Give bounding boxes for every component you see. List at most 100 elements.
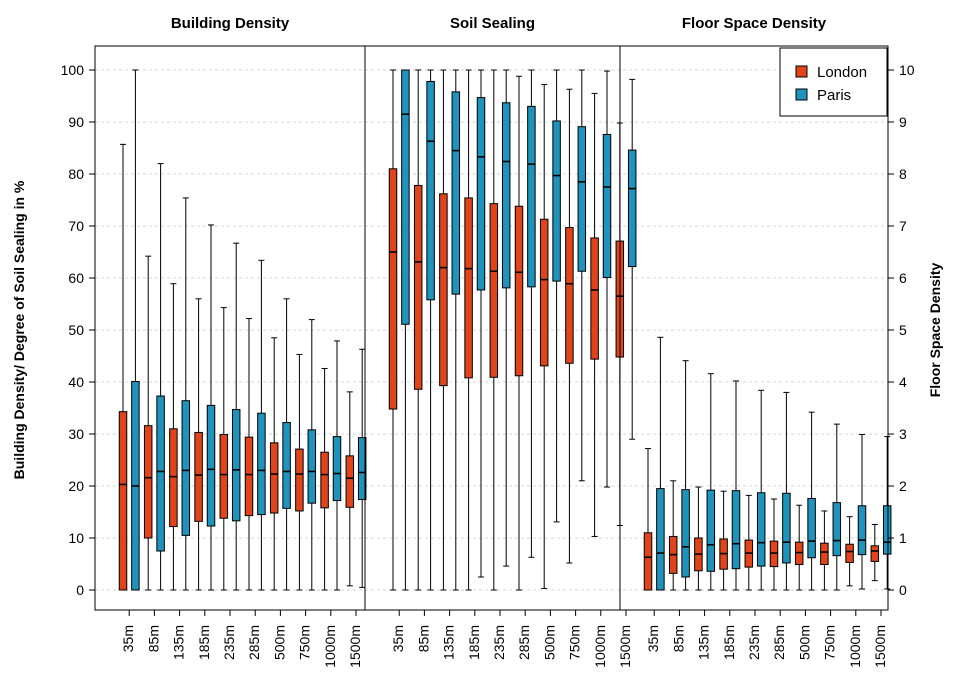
y-tick-label: 90 — [68, 114, 84, 130]
box-london — [439, 69, 448, 591]
y2-tick-label: 0 — [899, 582, 907, 598]
legend: London Paris — [779, 47, 888, 117]
box-paris — [832, 423, 842, 591]
x-axis-ticks: 35m 85m 135m 185m 235m 285m 500m 750m 1000m 1500m… — [120, 610, 888, 668]
box-iqr — [501, 102, 511, 289]
panel-frame — [619, 45, 889, 611]
box-iqr — [257, 412, 266, 516]
x-tick-label: 85m — [145, 625, 161, 652]
box-london — [489, 69, 499, 591]
box-paris — [681, 360, 690, 591]
x-tick-label: 135m — [696, 625, 712, 660]
box-iqr — [514, 205, 524, 377]
y-tick-label: 0 — [76, 582, 84, 598]
box-london — [643, 448, 653, 591]
box-london — [590, 92, 599, 537]
y2-tick-label: 4 — [899, 374, 907, 390]
box-iqr — [169, 428, 178, 528]
box-iqr — [590, 237, 599, 360]
box-london — [514, 75, 524, 591]
x-tick-label: 285m — [771, 625, 787, 660]
box-paris — [552, 69, 561, 523]
x-tick-label: 135m — [171, 625, 187, 660]
x-tick-label: 235m — [491, 625, 507, 660]
box-iqr — [731, 490, 741, 570]
box-iqr — [832, 502, 842, 557]
box-iqr — [602, 133, 612, 278]
panel-titles: Building Density Soil Sealing Floor Space … — [171, 15, 827, 32]
box-paris — [451, 69, 461, 591]
y-tick-label: 40 — [68, 374, 84, 390]
y2-tick-label: 10 — [899, 62, 915, 78]
x-tick-label: 1500m — [617, 625, 633, 668]
box-london — [269, 337, 279, 591]
box-paris — [706, 373, 716, 591]
box-london — [219, 307, 229, 591]
box-paris — [206, 224, 216, 591]
box-london — [143, 255, 153, 591]
box-london — [694, 486, 703, 591]
x-tick-label: 1000m — [592, 625, 608, 668]
box-iqr — [476, 97, 486, 291]
box-iqr — [527, 105, 536, 288]
y-tick-label: 100 — [61, 62, 85, 78]
y-tick-label: 60 — [68, 270, 84, 286]
box-iqr — [156, 395, 165, 552]
x-tick-label: 1000m — [322, 625, 338, 668]
x-tick-label: 235m — [746, 625, 762, 660]
y-tick-label: 70 — [68, 218, 84, 234]
y2-tick-label: 5 — [899, 322, 907, 338]
y-tick-label: 10 — [68, 530, 84, 546]
box-paris — [332, 340, 342, 591]
legend-label-paris: Paris — [817, 87, 851, 104]
box-iqr — [681, 489, 690, 578]
box-london — [194, 298, 203, 591]
box-iqr — [307, 429, 317, 504]
right-axis: 0 1 2 3 4 5 6 7 8 9 10 — [888, 62, 915, 598]
box-iqr — [451, 91, 461, 295]
y2-tick-label: 6 — [899, 270, 907, 286]
box-iqr — [845, 543, 854, 563]
box-london — [244, 318, 254, 591]
box-iqr — [464, 197, 473, 379]
x-tick-label: 85m — [670, 625, 686, 652]
box-iqr — [231, 409, 241, 522]
box-london — [464, 69, 473, 591]
x-tick-label: 1500m — [872, 625, 888, 668]
box-iqr — [426, 80, 435, 301]
x-tick-label: 185m — [721, 625, 737, 660]
box-london — [744, 494, 754, 591]
x-tick-label: 750m — [822, 625, 838, 660]
right-axis-title: Floor Space Density — [927, 262, 943, 397]
x-tick-label: 85m — [415, 625, 431, 652]
y-tick-label: 20 — [68, 478, 84, 494]
box-series — [118, 69, 892, 591]
box-iqr — [143, 425, 153, 539]
x-tick-label: 1000m — [847, 625, 863, 668]
box-paris — [882, 436, 892, 590]
box-iqr — [439, 193, 448, 387]
box-paris — [131, 69, 140, 591]
box-iqr — [244, 436, 254, 517]
box-paris — [782, 391, 791, 591]
box-iqr — [656, 488, 665, 591]
box-paris — [426, 69, 435, 591]
box-iqr — [807, 497, 816, 559]
panel-title: Soil Sealing — [450, 15, 535, 32]
legend-frame — [779, 47, 888, 117]
box-iqr — [627, 149, 637, 268]
box-london — [769, 498, 779, 591]
x-tick-label: 285m — [516, 625, 532, 660]
box-london — [388, 69, 398, 591]
x-tick-label: 35m — [645, 625, 661, 652]
x-tick-label: 285m — [246, 625, 262, 660]
legend-swatch-london — [795, 65, 808, 78]
box-london — [320, 367, 329, 591]
box-iqr — [357, 437, 367, 501]
x-tick-label: 185m — [196, 625, 212, 660]
y2-tick-label: 1 — [899, 530, 907, 546]
box-paris — [602, 70, 612, 488]
box-paris — [401, 69, 410, 591]
box-paris — [181, 197, 191, 591]
